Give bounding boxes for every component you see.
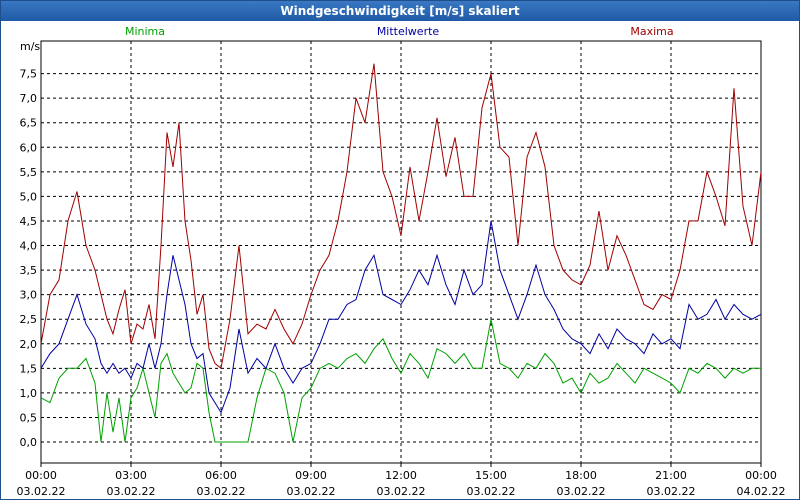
x-tick-time: 12:00 <box>385 469 417 482</box>
y-tick-label: 5,5 <box>20 166 38 179</box>
y-tick-label: 1,5 <box>20 362 38 375</box>
x-tick-date: 03.02.22 <box>107 485 156 498</box>
y-tick-label: 7,0 <box>20 92 38 105</box>
x-tick-time: 00:00 <box>745 469 777 482</box>
series-line-minima <box>40 319 761 443</box>
x-tick-date: 03.02.22 <box>467 485 516 498</box>
y-tick-label: 5,0 <box>20 190 38 203</box>
x-tick-time: 03:00 <box>115 469 147 482</box>
y-tick-label: 2,0 <box>20 338 38 351</box>
grid-lines <box>41 41 761 463</box>
y-tick-label: 3,5 <box>20 264 38 277</box>
y-tick-label: 1,0 <box>20 387 38 400</box>
series-lines <box>40 63 762 443</box>
x-tick-date: 03.02.22 <box>287 485 336 498</box>
x-tick-date: 03.02.22 <box>647 485 696 498</box>
x-tick-date: 03.02.22 <box>377 485 426 498</box>
window-title: Windgeschwindigkeit [m/s] skaliert <box>1 1 799 21</box>
legend-minima: Minima <box>125 25 165 38</box>
series-line-maxima <box>40 63 762 370</box>
y-tick-label: 6,0 <box>20 141 38 154</box>
x-tick-time: 15:00 <box>475 469 507 482</box>
series-line-mittelwerte <box>40 220 762 414</box>
x-tick-date: 04.02.22 <box>737 485 786 498</box>
y-tick-label: 6,5 <box>20 117 38 130</box>
legend-maxima: Maxima <box>630 25 673 38</box>
y-tick-label: 3,0 <box>20 289 38 302</box>
x-tick-time: 06:00 <box>205 469 237 482</box>
x-tick-time: 09:00 <box>295 469 327 482</box>
y-axis-label: m/s <box>20 40 40 53</box>
y-axis-ticks: 0,0 0,5 1,0 1,5 2,0 2,5 3,0 3,5 4,0 4,5 5,0 5,5 6,0 6… <box>20 68 38 449</box>
x-tick-date: 03.02.22 <box>557 485 606 498</box>
y-tick-label: 2,5 <box>20 313 38 326</box>
x-tick-time: 18:00 <box>565 469 597 482</box>
x-tick-time: 21:00 <box>655 469 687 482</box>
y-tick-label: 0,5 <box>20 411 38 424</box>
x-axis-ticks: 00:00 03.02.22 03:00 03.02.22 06:00 03.02.22 0… <box>17 463 786 498</box>
y-tick-label: 4,0 <box>20 240 38 253</box>
y-tick-label: 7,5 <box>20 68 38 81</box>
x-tick-date: 03.02.22 <box>17 485 66 498</box>
legend-mittelwerte: Mittelwerte <box>377 25 440 38</box>
y-tick-label: 4,5 <box>20 215 38 228</box>
y-tick-label: 0,0 <box>20 436 38 449</box>
x-tick-time: 00:00 <box>25 469 57 482</box>
x-tick-date: 03.02.22 <box>197 485 246 498</box>
